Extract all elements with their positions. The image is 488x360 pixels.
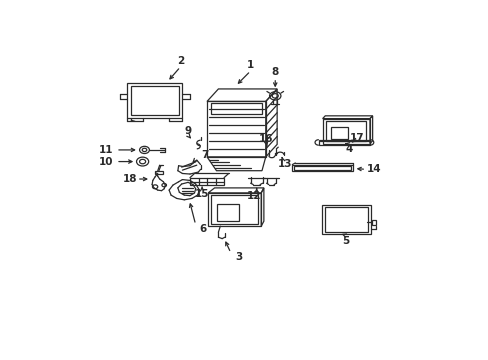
Text: 13: 13: [277, 159, 291, 169]
Text: 17: 17: [349, 133, 364, 143]
Bar: [189, 177, 224, 185]
Bar: [293, 166, 351, 170]
Text: 1: 1: [246, 60, 254, 70]
Bar: [211, 195, 258, 224]
Text: 18: 18: [122, 174, 137, 184]
Text: 5: 5: [342, 235, 349, 246]
Bar: [216, 204, 239, 221]
Text: 11: 11: [99, 145, 113, 155]
Text: 7: 7: [201, 150, 208, 161]
Bar: [325, 207, 367, 232]
Bar: [330, 127, 347, 139]
Bar: [210, 103, 262, 114]
Bar: [131, 86, 178, 115]
Bar: [371, 220, 375, 225]
Bar: [206, 102, 265, 157]
Bar: [208, 193, 261, 226]
Text: 4: 4: [345, 144, 352, 153]
Bar: [322, 118, 369, 144]
Text: 9: 9: [184, 126, 191, 135]
Bar: [127, 84, 182, 118]
Text: 15: 15: [194, 189, 209, 199]
Text: 2: 2: [177, 56, 184, 66]
Text: 3: 3: [234, 252, 242, 262]
Text: 16: 16: [259, 134, 273, 144]
Text: 10: 10: [99, 157, 113, 167]
Bar: [318, 140, 369, 145]
Bar: [292, 165, 352, 171]
Text: 6: 6: [199, 224, 206, 234]
Text: 12: 12: [246, 191, 261, 201]
Text: 8: 8: [271, 67, 278, 77]
Bar: [155, 171, 163, 174]
Bar: [321, 205, 370, 234]
Bar: [326, 121, 366, 141]
Text: 14: 14: [366, 164, 380, 174]
